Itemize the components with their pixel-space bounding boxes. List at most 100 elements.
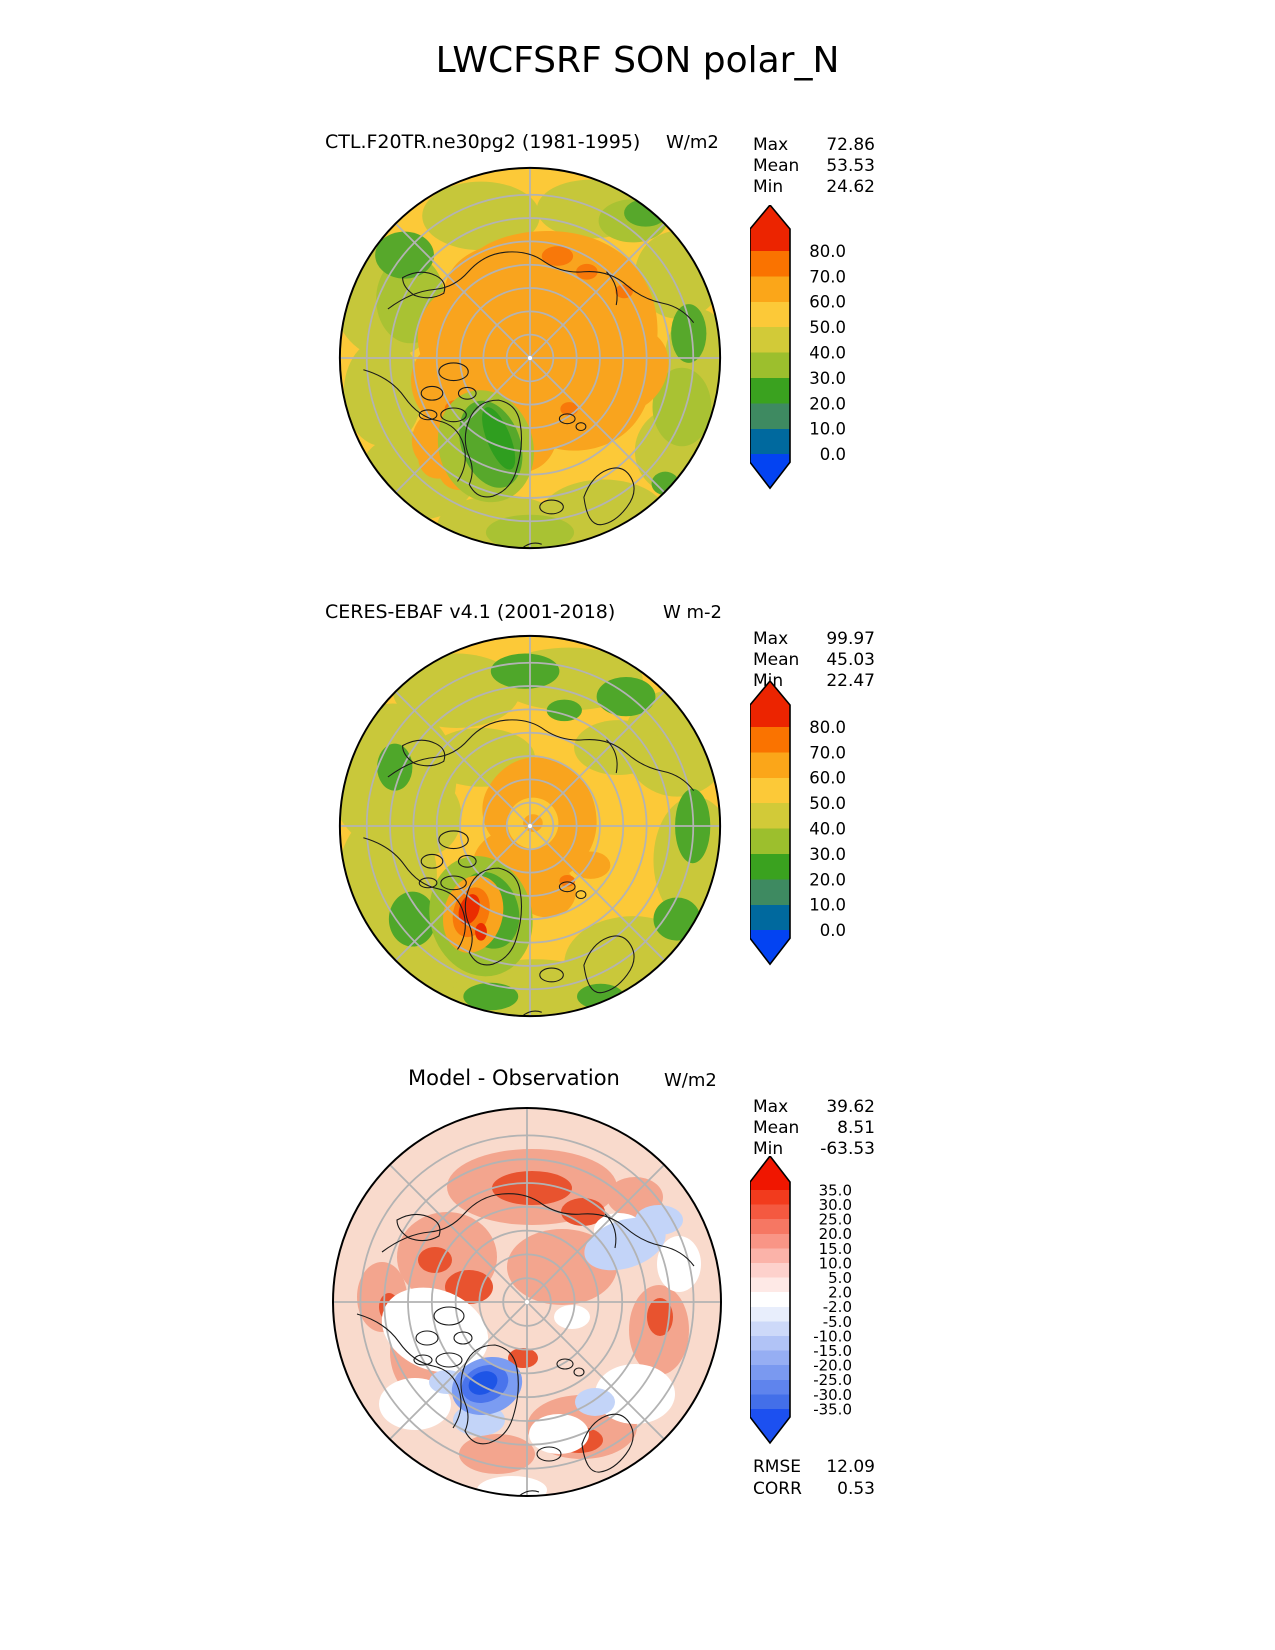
colorbar-tick-label: 60.0 [809, 293, 846, 312]
colorbar-segment [750, 1204, 790, 1220]
stat-label: Mean [753, 1118, 800, 1138]
colorbar-svg: 80.0 70.0 60.0 50.0 40.0 30.0 20.0 10.0 0.0 [749, 679, 846, 966]
stat-row-mean: Mean 53.53 [753, 156, 875, 177]
metric-value: 12.09 [826, 1457, 875, 1477]
page-title: LWCFSRF SON polar_N [435, 40, 840, 81]
colorbar-segment [750, 752, 790, 779]
colorbar-tick-label: 25.0 [819, 1211, 852, 1229]
colorbar-segment [750, 378, 790, 404]
metric-row-corr: CORR 0.53 [753, 1478, 875, 1500]
metric-row-rmse: RMSE 12.09 [753, 1456, 875, 1478]
colorbar-top-arrow [750, 205, 790, 251]
colorbar-tick-label: -35.0 [813, 1400, 852, 1418]
colorbar-segment [750, 352, 790, 379]
colorbar-segment [750, 1336, 790, 1352]
panel1-title: CTL.F20TR.ne30pg2 (1981-1995) [325, 131, 641, 153]
colorbar-tick-label: 5.0 [828, 1269, 852, 1287]
colorbar-segment [750, 1292, 790, 1308]
polar-map-model [338, 166, 722, 550]
panel2-title: CERES-EBAF v4.1 (2001-2018) [325, 601, 616, 623]
colorbar-segment [750, 276, 790, 303]
colorbar-outline [749, 1154, 791, 1445]
colorbar-top-arrow [750, 681, 790, 727]
colorbar-segment [750, 403, 790, 430]
diff-band-red [379, 1171, 673, 1453]
model-data-layer [339, 167, 721, 549]
stat-label: Mean [753, 156, 800, 176]
colorbar-segment [750, 301, 790, 328]
stat-value: 22.47 [826, 671, 875, 691]
colorbar-segment [750, 1306, 790, 1322]
colorbar-observation: 80.0 70.0 60.0 50.0 40.0 30.0 20.0 10.0 0.0 [749, 679, 850, 971]
stat-label: Max [753, 629, 789, 649]
polar-map-difference [332, 1107, 722, 1497]
pole-dot [527, 823, 533, 829]
stat-label: Min [753, 1139, 784, 1159]
colorbar-segment [750, 803, 790, 830]
colorbar-tick-label: 70.0 [809, 267, 846, 286]
colorbar-tick-label: -15.0 [813, 1342, 852, 1360]
observation-data-layer [339, 635, 721, 1017]
colorbar-segment [750, 428, 790, 455]
stat-label: Min [753, 177, 784, 197]
colorbar-segment [750, 1277, 790, 1293]
metric-value: 0.53 [837, 1479, 875, 1499]
colorbar-tick-label: 10.0 [809, 896, 846, 915]
colorbar-segment [750, 1321, 790, 1337]
difference-metrics: RMSE 12.09 CORR 0.53 [753, 1456, 875, 1500]
stat-row-max: Max 72.86 [753, 135, 875, 156]
colorbar-tick-label: 80.0 [809, 718, 846, 737]
colorbar-tick-label: 20.0 [819, 1225, 852, 1243]
stat-value: 72.86 [826, 135, 875, 155]
stat-row-mean: Mean 8.51 [753, 1118, 875, 1139]
colorbar-bottom-arrow [750, 1409, 790, 1443]
colorbar-tick-label: -5.0 [823, 1313, 852, 1331]
stat-value: -63.53 [820, 1139, 875, 1159]
colorbar-outline [749, 679, 791, 966]
stat-value: 45.03 [826, 650, 875, 670]
colorbar-tick-label: 0.0 [820, 445, 846, 464]
stat-row-mean: Mean 45.03 [753, 650, 875, 671]
stat-label: Max [753, 135, 789, 155]
colorbar-model: 80.0 70.0 60.0 50.0 40.0 30.0 20.0 10.0 0.0 [749, 203, 850, 495]
colorbar-segment [750, 828, 790, 855]
colorbar-tick-label: 80.0 [809, 242, 846, 261]
colorbar-difference: 35.0 30.0 25.0 20.0 15.0 10.0 5.0 2.0 -2.0 -5.0 -1… [749, 1154, 856, 1449]
metric-label: CORR [753, 1479, 802, 1499]
pole-dot [527, 355, 533, 361]
difference-data-layer [333, 1108, 721, 1496]
colorbar-svg: 80.0 70.0 60.0 50.0 40.0 30.0 20.0 10.0 0.0 [749, 203, 846, 490]
panel2-stats: Max 99.97 Mean 45.03 Min 22.47 [753, 629, 875, 692]
stat-value: 53.53 [826, 156, 875, 176]
colorbar-tick-label: 2.0 [828, 1284, 852, 1302]
stat-row-max: Max 39.62 [753, 1097, 875, 1118]
map-boundary [338, 166, 722, 550]
contour-band-orange [571, 851, 611, 879]
colorbar-bottom-arrow [750, 454, 790, 489]
colorbar-tick-label: 70.0 [809, 743, 846, 762]
colorbar-segment [750, 1248, 790, 1264]
colorbar-tick-label: 35.0 [819, 1181, 852, 1199]
stat-label: Min [753, 671, 784, 691]
panel2-unit-label: W m-2 [663, 602, 723, 623]
colorbar-segment [750, 327, 790, 354]
diff-band-lightblue [429, 1205, 683, 1436]
contour-band-green [375, 199, 707, 496]
colorbar-tick-label: 20.0 [809, 394, 846, 413]
colorbar-segment [750, 727, 790, 753]
stat-row-min: Min 24.62 [753, 177, 875, 198]
colorbar-tick-label: 0.0 [820, 921, 846, 940]
colorbar-tick-label: 20.0 [809, 870, 846, 889]
colorbar-segment [750, 904, 790, 931]
colorbar-tick-label: 30.0 [809, 845, 846, 864]
colorbar-tick-label: 10.0 [809, 420, 846, 439]
colorbar-tick-label: 40.0 [809, 820, 846, 839]
panel3-title: Model - Observation [408, 1066, 620, 1090]
stat-label: Mean [753, 650, 800, 670]
stat-value: 8.51 [837, 1118, 875, 1138]
colorbar-tick-label: 15.0 [819, 1240, 852, 1258]
colorbar-tick-label: -30.0 [813, 1386, 852, 1404]
colorbar-bottom-arrow [750, 930, 790, 965]
colorbar-segment [750, 777, 790, 804]
